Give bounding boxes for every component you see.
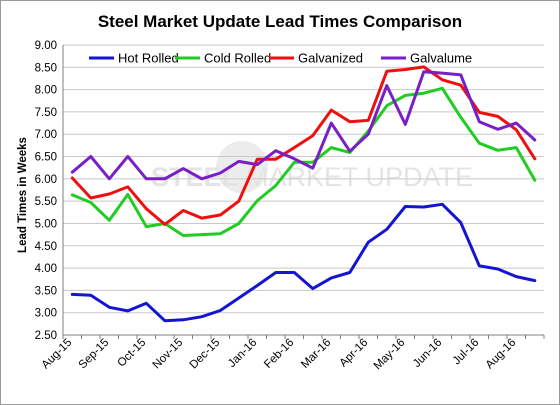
x-tick-label: Nov-15 <box>151 337 186 372</box>
gridlines <box>63 44 544 314</box>
x-tick-label: Mar-16 <box>299 337 333 371</box>
y-tick-label: 2.50 <box>35 330 57 342</box>
series-lines <box>70 65 537 323</box>
series-line-galvalume <box>70 70 537 181</box>
y-tick-label: 3.00 <box>35 308 57 320</box>
x-tick-label: Sep-15 <box>77 337 112 372</box>
y-axis-label: Lead Times in Weeks <box>17 137 29 253</box>
x-tick-label: Jul-16 <box>451 337 482 368</box>
x-tick-label: May-16 <box>372 337 408 373</box>
axes <box>62 45 545 339</box>
y-tick-label: 5.50 <box>35 196 57 208</box>
x-tick-label: Jun-16 <box>411 337 444 370</box>
chart-title: Steel Market Update Lead Times Compariso… <box>98 12 462 31</box>
series-line-hot-rolled <box>70 202 537 323</box>
y-tick-label: 7.50 <box>35 107 57 119</box>
watermark-text-market-update: MARKET UPDATE <box>246 162 473 192</box>
x-tick-label: Aug-16 <box>484 337 519 372</box>
x-tick-label: Oct-15 <box>115 337 148 370</box>
y-tick-label: 8.50 <box>35 62 57 74</box>
legend: Hot Rolled Cold Rolled Galvanized Galvalume <box>89 51 472 66</box>
x-tick-labels: Aug-15 Sep-15 Oct-15 Nov-15 Dec-15 Jan-16 Feb-… <box>40 337 519 373</box>
y-tick-labels: 2.50 3.00 3.50 4.00 4.50 5.00 5.50 6.00 6.50 7.00… <box>35 40 57 342</box>
legend-label-cold-rolled: Cold Rolled <box>204 51 271 66</box>
y-tick-label: 3.50 <box>35 285 57 297</box>
y-tick-label: 9.00 <box>35 40 57 52</box>
y-tick-label: 6.50 <box>35 152 57 164</box>
y-tick-label: 7.00 <box>35 129 57 141</box>
watermark-text-steel: STEEL <box>151 162 238 192</box>
y-tick-label: 4.50 <box>35 241 57 253</box>
x-tick-label: Apr-16 <box>337 337 370 370</box>
x-tick-label: Dec-15 <box>188 337 223 372</box>
series-line-galvanized <box>70 65 537 226</box>
legend-label-hot-rolled: Hot Rolled <box>118 51 179 66</box>
x-tick-label: Feb-16 <box>262 337 296 371</box>
y-tick-label: 4.00 <box>35 263 57 275</box>
x-tick-label: Jan-16 <box>226 337 259 370</box>
y-tick-label: 8.00 <box>35 85 57 97</box>
watermark-globe-icon <box>216 141 268 193</box>
y-tick-label: 5.00 <box>35 218 57 230</box>
y-tick-label: 6.00 <box>35 174 57 186</box>
legend-label-galvanized: Galvanized <box>298 51 363 66</box>
legend-label-galvalume: Galvalume <box>410 51 472 66</box>
